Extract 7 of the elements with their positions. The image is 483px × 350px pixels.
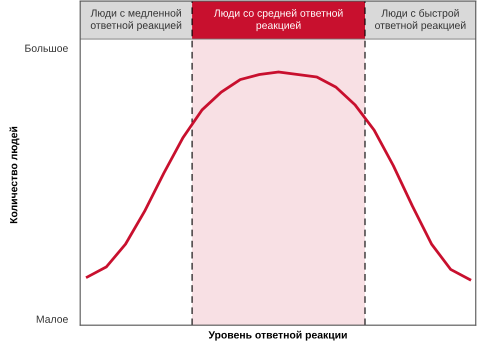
text: Люди с медленной ответной реакцией xyxy=(90,8,182,32)
text: Люди с быстрой ответной реакцией xyxy=(375,8,466,32)
text: Большое xyxy=(25,44,68,52)
text: Количество людей xyxy=(9,126,20,224)
text: Люди со средней ответной реакцией xyxy=(214,8,343,32)
text: Малое xyxy=(36,316,68,323)
x-axis-title: Уровень ответной реакции xyxy=(208,330,347,341)
